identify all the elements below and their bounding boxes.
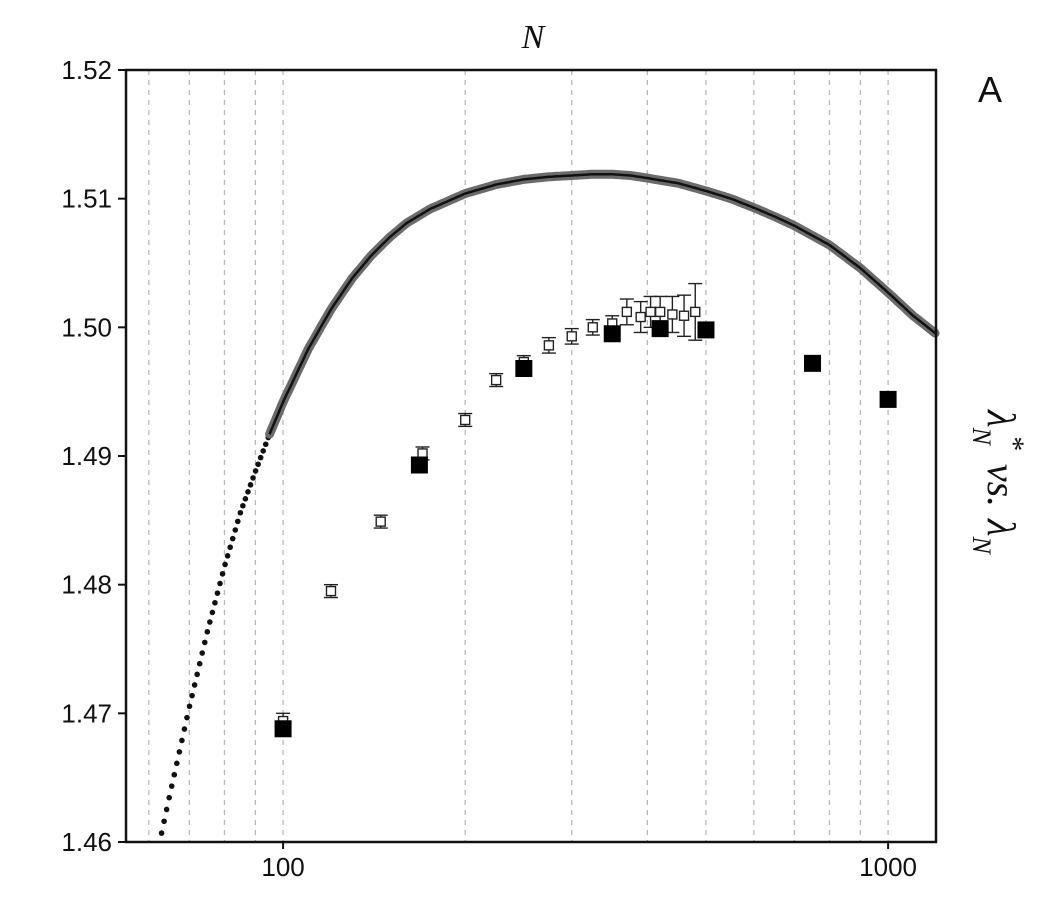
x-tick-label: 1000 (859, 852, 917, 882)
side-label-lambda2: λ (979, 518, 1024, 536)
x-tick-label: 100 (261, 852, 304, 882)
curve-point (179, 737, 185, 744)
curve-point (262, 441, 269, 448)
curve-point (222, 561, 228, 568)
filled-square-marker (274, 720, 292, 738)
y-tick-label: 1.49 (61, 441, 112, 471)
curve-point (224, 553, 231, 559)
side-label-vs: vs. (979, 464, 1024, 507)
curve-layer (158, 169, 940, 836)
open-square-marker (635, 311, 646, 323)
curve-point (158, 830, 165, 836)
curve-point (163, 806, 170, 813)
filled-square-marker (697, 321, 715, 339)
side-label-lambda1: λ (979, 409, 1024, 427)
side-label: λN*vs.λN (968, 409, 1031, 555)
curve-point (232, 527, 239, 533)
curve-point (255, 461, 261, 468)
curve-point (209, 609, 216, 616)
curve-point (240, 502, 246, 509)
curve-point (227, 544, 233, 551)
open-square-marker (566, 331, 577, 342)
curve-point (184, 714, 190, 721)
curve-band (265, 169, 940, 439)
curve-point (214, 590, 221, 596)
filled-square-marker (651, 320, 669, 338)
y-axis: 1.46 1.47 1.48 1.49 1.50 1.51 1.52 (61, 55, 126, 857)
top-axis-label: N (521, 19, 547, 56)
filled-square-marker (879, 390, 897, 408)
open-square-marker (690, 306, 701, 318)
filled-square-marker (603, 325, 621, 343)
panel-letter-background (946, 50, 1034, 170)
open-square-marker (678, 310, 690, 321)
y-tick-label: 1.52 (61, 55, 112, 85)
grid-lines (148, 70, 889, 842)
curve-point (260, 448, 267, 454)
markers-layer (274, 282, 897, 738)
curve-point (166, 794, 172, 801)
y-tick-label: 1.51 (61, 184, 112, 214)
side-label-text: λN*vs.λN (968, 409, 1031, 555)
side-label-star: * (998, 435, 1031, 450)
filled-square-marker (410, 456, 428, 474)
curve-point (252, 468, 259, 474)
open-square-marker (587, 322, 598, 333)
x-axis: 100 1000 (261, 842, 917, 882)
curve-point (237, 509, 244, 516)
curve-point (257, 454, 264, 461)
open-square-marker (621, 306, 633, 318)
y-tick-label: 1.47 (61, 698, 112, 728)
y-tick-label: 1.46 (61, 827, 112, 857)
y-tick-label: 1.50 (61, 312, 112, 342)
curve-point (242, 495, 249, 502)
side-label-subscript1: N (968, 426, 997, 446)
curve-point (196, 660, 203, 667)
curve-point (189, 692, 195, 699)
curve-point (186, 703, 193, 710)
curve-point (174, 760, 180, 767)
curve-point (194, 671, 200, 678)
curve-point (245, 489, 251, 495)
plot-frame (124, 68, 938, 844)
open-square-marker (543, 340, 555, 351)
open-square-marker (654, 306, 666, 318)
filled-square-marker (515, 360, 533, 378)
open-square-marker (490, 374, 502, 386)
curve-point (176, 749, 183, 755)
curve-point (199, 650, 206, 656)
curve-point (207, 619, 213, 625)
curve-point (204, 628, 211, 635)
curve-point (168, 783, 175, 789)
filled-square-marker (804, 354, 822, 372)
curve-point (247, 482, 254, 488)
open-square-marker (667, 309, 678, 320)
curve-point (229, 535, 236, 542)
side-label-subscript2: N (968, 535, 997, 555)
open-square-marker (460, 414, 471, 426)
curve-point (161, 818, 167, 825)
open-square-marker (645, 306, 656, 318)
y-tick-label: 1.48 (61, 570, 112, 600)
curve-point (171, 771, 178, 778)
curve-line (268, 172, 936, 435)
curve-point (212, 599, 218, 606)
panel-letter: A (978, 69, 1002, 110)
curve-point (219, 571, 226, 577)
open-square-marker (325, 585, 337, 597)
curve-point (250, 475, 256, 481)
curve-point (191, 682, 198, 688)
curve-point (181, 726, 188, 732)
curve-point (201, 639, 208, 646)
curve-point (217, 580, 223, 587)
curve-point (234, 518, 241, 525)
open-square-marker (375, 516, 386, 527)
